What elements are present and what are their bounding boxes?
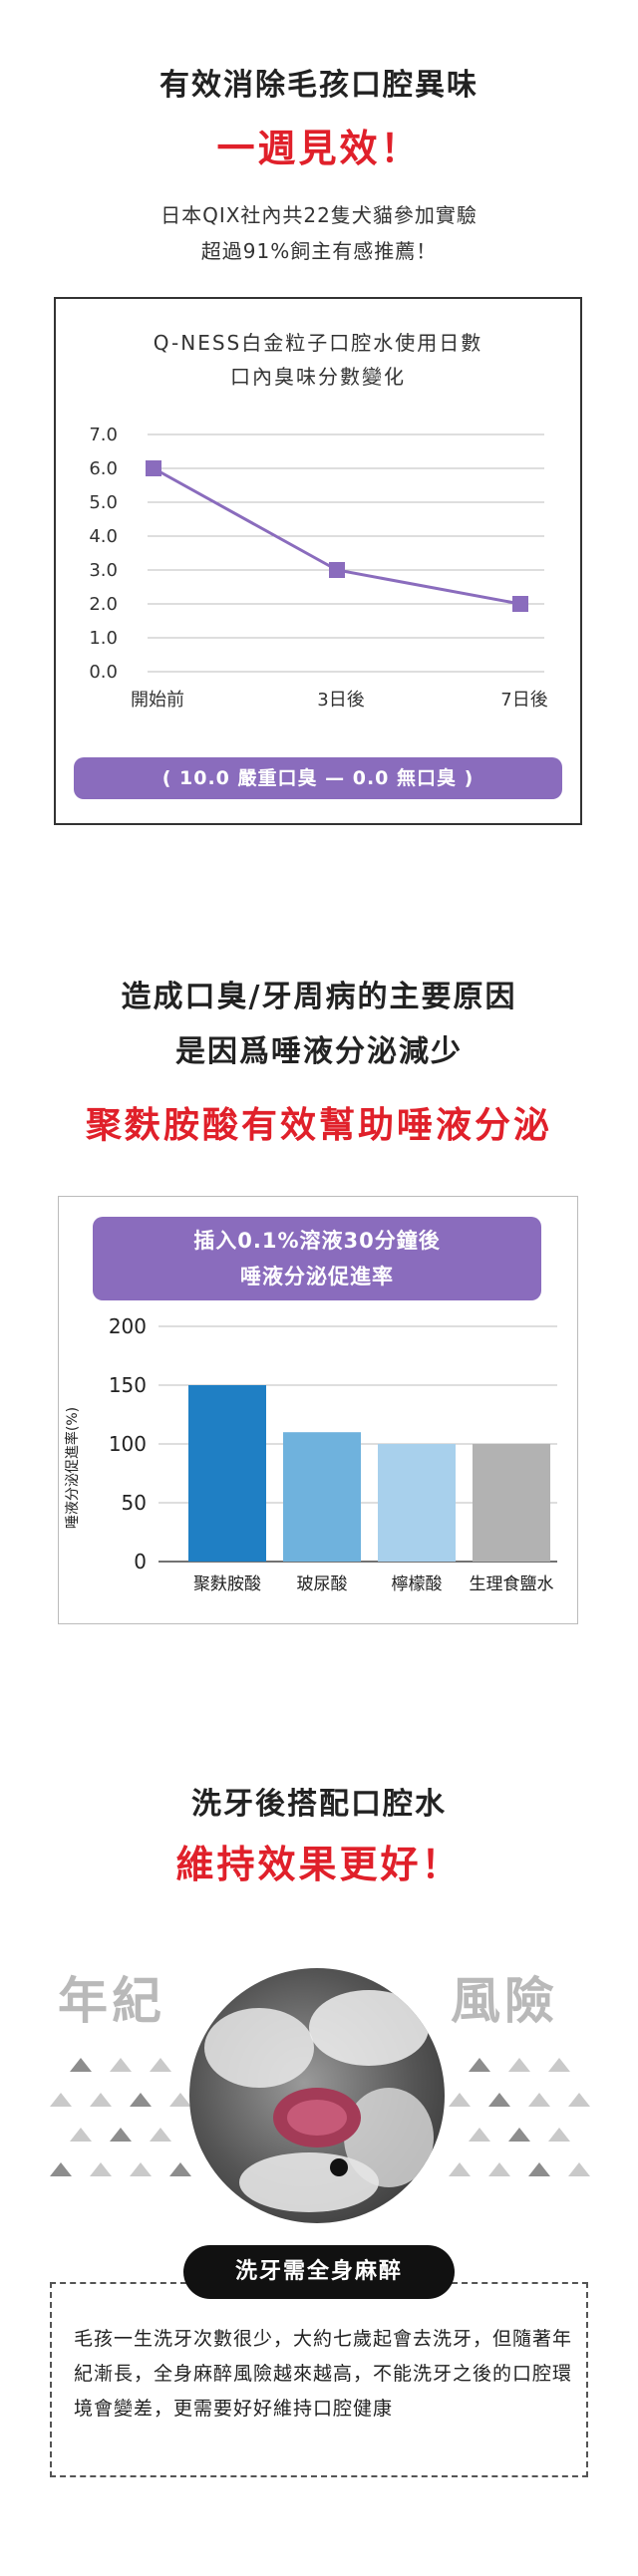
x-tick-label: 7日後 bbox=[500, 690, 547, 708]
up-arrow-icon bbox=[150, 2128, 171, 2142]
y-axis-label: 唾液分泌促進率(%) bbox=[64, 1407, 81, 1529]
line-chart: 0.0 1.0 2.0 3.0 4.0 5.0 6.0 7.0 開始前 3日後 7日後 bbox=[89, 425, 547, 708]
up-arrow-icon bbox=[508, 2058, 530, 2072]
x-tick-label: 玻尿酸 bbox=[297, 1574, 348, 1594]
y-tick-label: 3.0 bbox=[89, 560, 118, 581]
up-arrow-icon bbox=[130, 2093, 152, 2107]
line-chart-panel: Q-NESS白金粒子口腔水使用日數 口內臭味分數變化 0.0 1.0 2.0 3.0 4… bbox=[54, 297, 582, 825]
y-tick-label: 200 bbox=[109, 1314, 147, 1338]
data-point bbox=[329, 562, 345, 578]
x-tick-label: 開始前 bbox=[131, 690, 184, 708]
y-tick-label: 2.0 bbox=[89, 594, 118, 615]
up-arrow-icon bbox=[50, 2162, 72, 2176]
up-arrow-icon bbox=[130, 2162, 152, 2176]
up-arrow-icon bbox=[488, 2162, 510, 2176]
score-legend-pill: ( 10.0 嚴重口臭 — 0.0 無口臭 ) bbox=[74, 757, 562, 799]
dental-cleaning-photo bbox=[189, 1968, 445, 2223]
y-tick-label: 0.0 bbox=[89, 662, 118, 683]
y-tick-label: 50 bbox=[122, 1491, 147, 1515]
section2-headline: 聚麩胺酸有效幫助唾液分泌 bbox=[85, 1105, 552, 1146]
dental-cleaning-illustration bbox=[204, 1990, 434, 2212]
age-word: 年紀 bbox=[58, 1972, 165, 2030]
up-arrow-icon bbox=[469, 2058, 490, 2072]
up-arrow-icon bbox=[449, 2162, 471, 2176]
section1-desc-line1: 日本QIX社內共22隻犬貓參加實驗 bbox=[160, 203, 478, 227]
y-tick-label: 5.0 bbox=[89, 492, 118, 513]
section2-heading-line2: 是因爲唾液分泌減少 bbox=[175, 1034, 463, 1069]
y-tick-label: 6.0 bbox=[89, 458, 118, 479]
up-arrow-icon bbox=[469, 2128, 490, 2142]
line-chart-title-line2: 口內臭味分數變化 bbox=[230, 365, 406, 389]
bar bbox=[473, 1444, 550, 1562]
up-arrow-icon bbox=[528, 2093, 550, 2107]
up-arrow-icon bbox=[90, 2093, 112, 2107]
section1-desc-line2: 超過91%飼主有感推薦！ bbox=[200, 239, 438, 263]
bar-chart-panel: 插入0.1%溶液30分鐘後 唾液分泌促進率 0 50 100 150 200 唾液分泌促進… bbox=[58, 1196, 578, 1624]
y-tick-label: 1.0 bbox=[89, 628, 118, 649]
info-paragraph: 毛孩一生洗牙次數很少，大約七歲起會去洗牙，但隨著年紀漸長，全身麻醉風險越來越高，… bbox=[74, 2328, 573, 2420]
up-arrow-icon bbox=[169, 2093, 191, 2107]
up-arrow-icon bbox=[70, 2058, 92, 2072]
up-arrow-icon bbox=[449, 2093, 471, 2107]
up-arrow-icon bbox=[568, 2093, 590, 2107]
x-tick-label: 生理食鹽水 bbox=[470, 1574, 554, 1594]
up-arrow-icon bbox=[528, 2162, 550, 2176]
y-tick-label: 150 bbox=[109, 1373, 147, 1397]
up-arrow-icon bbox=[110, 2128, 132, 2142]
x-tick-label: 檸檬酸 bbox=[392, 1574, 443, 1594]
y-tick-label: 7.0 bbox=[89, 425, 118, 445]
up-arrow-icon bbox=[150, 2058, 171, 2072]
y-tick-label: 0 bbox=[134, 1550, 147, 1574]
up-arrow-icon bbox=[488, 2093, 510, 2107]
section3-heading: 洗牙後搭配口腔水 bbox=[191, 1787, 447, 1822]
bar-chart-header: 插入0.1%溶液30分鐘後 唾液分泌促進率 bbox=[93, 1217, 541, 1300]
bar bbox=[283, 1432, 361, 1562]
up-arrow-icon bbox=[548, 2058, 570, 2072]
section2-heading-line1: 造成口臭/牙周病的主要原因 bbox=[121, 980, 517, 1014]
data-point bbox=[512, 596, 528, 612]
x-tick-label: 聚麩胺酸 bbox=[193, 1574, 261, 1594]
up-arrow-icon bbox=[90, 2162, 112, 2176]
section1-heading: 有效消除毛孩口腔異味 bbox=[160, 68, 478, 103]
risk-word: 風險 bbox=[451, 1972, 558, 2030]
y-tick-label: 4.0 bbox=[89, 526, 118, 547]
bar bbox=[378, 1444, 456, 1562]
line-chart-title-line1: Q-NESS白金粒子口腔水使用日數 bbox=[153, 331, 483, 355]
bar-chart-header-line1: 插入0.1%溶液30分鐘後 bbox=[193, 1229, 441, 1253]
section1-headline: 一週見效！ bbox=[216, 127, 422, 170]
data-point bbox=[146, 460, 161, 476]
up-arrow-icon bbox=[50, 2093, 72, 2107]
x-tick-label: 3日後 bbox=[317, 690, 364, 708]
bar-chart: 0 50 100 150 200 唾液分泌促進率(%) 聚麩胺酸 玻尿酸 檸檬酸 生理食鹽水 bbox=[64, 1314, 557, 1594]
anesthesia-pill: 洗牙需全身麻醉 bbox=[183, 2245, 455, 2299]
up-arrow-icon bbox=[70, 2128, 92, 2142]
up-arrow-icon bbox=[110, 2058, 132, 2072]
y-tick-label: 100 bbox=[109, 1432, 147, 1456]
up-arrow-icon bbox=[508, 2128, 530, 2142]
up-arrow-icon bbox=[568, 2162, 590, 2176]
up-arrow-icon bbox=[548, 2128, 570, 2142]
bar bbox=[188, 1385, 266, 1562]
bar-chart-header-line2: 唾液分泌促進率 bbox=[240, 1265, 394, 1288]
up-arrow-icon bbox=[169, 2162, 191, 2176]
section3-headline: 維持效果更好！ bbox=[175, 1843, 463, 1886]
